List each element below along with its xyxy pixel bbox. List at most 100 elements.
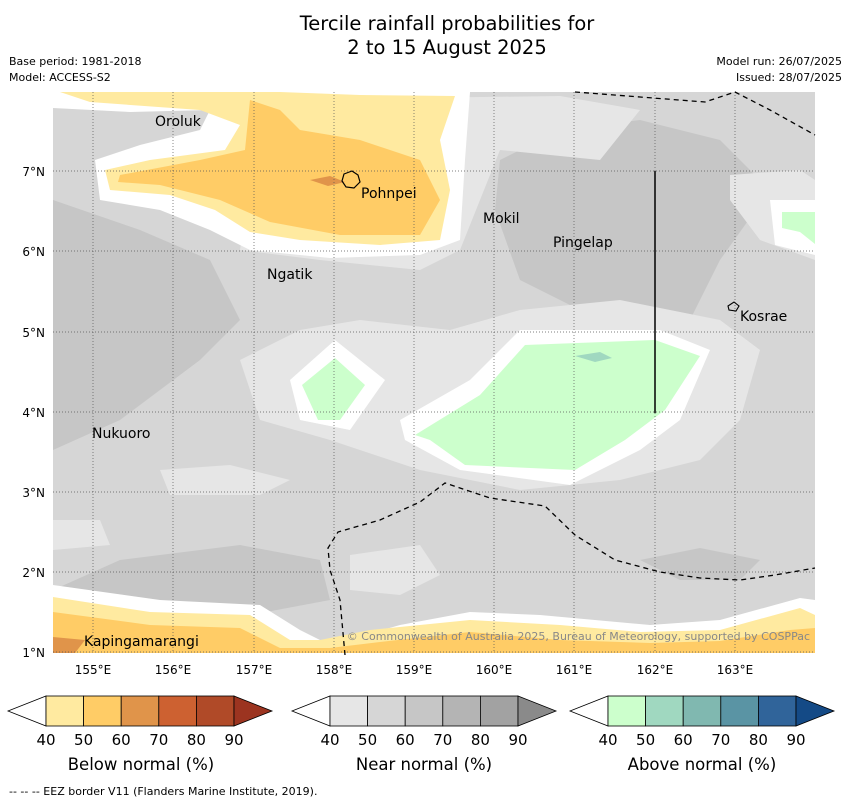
- lon-label-157e: 157°E: [236, 663, 273, 677]
- place-label-pingelap: Pingelap: [553, 235, 613, 251]
- eez-borders: [327, 91, 816, 656]
- eez-border-south: [327, 482, 816, 656]
- title-line1: Tercile rainfall probabilities for: [299, 12, 595, 35]
- lon-label-159e: 159°E: [396, 663, 433, 677]
- colorbar-segment: [607, 695, 646, 727]
- colorbar-segment: [290, 695, 331, 727]
- colorbar-above-normal: 40 50 60 70 80 90: [568, 695, 836, 749]
- base-period: Base period: 1981-2018: [9, 55, 142, 68]
- near-normal-70-area-se: [640, 548, 760, 580]
- lon-label-160e: 160°E: [476, 663, 513, 677]
- colorbar-tick-label: 50: [74, 731, 93, 749]
- title-line2: 2 to 15 August 2025: [347, 36, 547, 59]
- pohnpei-island-shape: [341, 170, 361, 189]
- colorbar-segment: [6, 695, 47, 727]
- lat-label-1n: 1°N: [22, 646, 45, 660]
- colorbar-tick-label: 90: [224, 731, 243, 749]
- map-fill: [53, 92, 815, 653]
- colorbar-segment: [645, 695, 684, 727]
- colorbar-segment: [404, 695, 444, 727]
- copyright-text: © Commonwealth of Australia 2025, Bureau…: [347, 630, 810, 643]
- colorbar-segment: [720, 695, 759, 727]
- near-normal-50-area-sw: [160, 465, 290, 495]
- colorbar-segment: [83, 695, 122, 727]
- above-normal-50-area-ne: [782, 212, 815, 244]
- below-normal-70-area-south: [53, 637, 85, 653]
- colorbar-tick-label: 70: [711, 731, 730, 749]
- map-title: Tercile rainfall probabilities for 2 to …: [0, 12, 850, 60]
- issued-date: Issued: 28/07/2025: [735, 71, 842, 84]
- lon-label-161e: 161°E: [556, 663, 593, 677]
- colorbar-segment: [195, 695, 235, 727]
- meta-left: Base period: 1981-2018 Model: ACCESS-S2: [9, 54, 141, 86]
- colorbar-tick-label: 50: [358, 731, 377, 749]
- place-label-kosrae: Kosrae: [740, 309, 787, 325]
- above-normal-50-area-west: [302, 358, 365, 420]
- colorbar-tick-label: 70: [433, 731, 452, 749]
- lat-label-3n: 3°N: [22, 486, 45, 500]
- colorbar-tick-label: 70: [149, 731, 168, 749]
- place-labels: Oroluk Pohnpei Mokil Pingelap Ngatik Kos…: [84, 114, 787, 650]
- colorbar-segment: [442, 695, 481, 727]
- kosrae-island-shape: [727, 301, 740, 312]
- colorbar-below-normal: 40 50 60 70 80 90: [6, 695, 274, 749]
- colorbar-tick-label: 40: [36, 731, 55, 749]
- place-label-ngatik: Ngatik: [267, 267, 313, 283]
- colorbar-tick-label: 50: [636, 731, 655, 749]
- below-normal-70-area: [310, 176, 345, 186]
- colorbar-segment: [158, 695, 197, 727]
- colorbar-segment: [233, 695, 274, 727]
- colorbar-segment: [45, 695, 84, 727]
- lat-label-5n: 5°N: [22, 326, 45, 340]
- model-name: Model: ACCESS-S2: [9, 71, 111, 84]
- lat-tick-labels: 1°N 2°N 3°N 4°N 5°N 6°N 7°N: [22, 165, 45, 660]
- lon-tick-labels: 155°E 156°E 157°E 158°E 159°E 160°E 161°…: [75, 663, 754, 677]
- near-normal-70-area: [53, 200, 240, 450]
- lon-label-158e: 158°E: [316, 663, 353, 677]
- colorbar-segment: [329, 695, 368, 727]
- place-label-nukuoro: Nukuoro: [92, 426, 150, 442]
- colorbar-label-near-normal: Near normal (%): [355, 755, 493, 774]
- colorbar-tick-label: 40: [598, 731, 617, 749]
- colorbar-tick-label: 80: [749, 731, 768, 749]
- colorbar-segment: [682, 695, 722, 727]
- eez-border-north: [574, 91, 816, 136]
- lon-label-163e: 163°E: [717, 663, 754, 677]
- colorbar-segment: [367, 695, 406, 727]
- place-label-pohnpei: Pohnpei: [361, 186, 417, 202]
- colorbar-tick-label: 60: [396, 731, 415, 749]
- colorbar-tick-label: 40: [320, 731, 339, 749]
- lat-label-7n: 7°N: [22, 165, 45, 179]
- colorbar-tick-label: 60: [674, 731, 693, 749]
- above-normal-60-area: [575, 352, 612, 362]
- near-normal-50-area-w: [53, 520, 110, 550]
- colorbar-tick-label: 80: [471, 731, 490, 749]
- below-normal-60-area: [118, 100, 440, 235]
- colorbar-tick-label: 90: [786, 731, 805, 749]
- colorbar-segment: [758, 695, 797, 727]
- lat-label-4n: 4°N: [22, 406, 45, 420]
- colorbar-segment: [795, 695, 836, 727]
- place-label-oroluk: Oroluk: [155, 114, 202, 130]
- colorbar-near-normal: 40 50 60 70 80 90: [290, 695, 558, 749]
- colorbar-tick-label: 90: [508, 731, 527, 749]
- colorbar-tick-label: 80: [187, 731, 206, 749]
- near-normal-70-area-east: [495, 120, 770, 320]
- colorbar-segment: [120, 695, 160, 727]
- place-label-mokil: Mokil: [483, 211, 520, 227]
- colorbar-label-below-normal: Below normal (%): [67, 755, 215, 774]
- above-normal-50-area: [415, 340, 700, 470]
- colorbar-tick-label: 60: [112, 731, 131, 749]
- meta-right: Model run: 26/07/2025 Issued: 28/07/2025: [716, 54, 842, 86]
- colorbar-segment: [479, 695, 519, 727]
- model-run: Model run: 26/07/2025: [716, 55, 842, 68]
- colorbar-segment: [517, 695, 558, 727]
- lat-label-6n: 6°N: [22, 245, 45, 259]
- lon-label-155e: 155°E: [75, 663, 112, 677]
- place-label-kapingamarangi: Kapingamarangi: [84, 634, 199, 650]
- below-normal-60-area-south: [53, 612, 815, 653]
- lon-label-156e: 156°E: [155, 663, 192, 677]
- lat-label-2n: 2°N: [22, 566, 45, 580]
- colorbar-label-above-normal: Above normal (%): [627, 755, 777, 774]
